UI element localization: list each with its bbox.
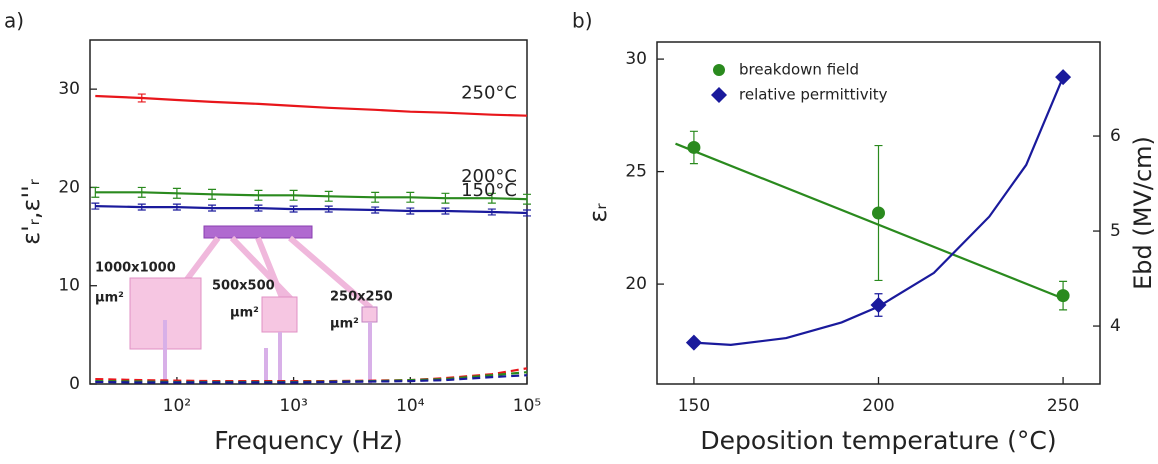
legend-label: relative permittivity (739, 86, 888, 104)
connector (182, 235, 373, 311)
y-tick-label: 20 (625, 274, 647, 294)
line (675, 142, 1064, 300)
x-tick-label: 10² (163, 396, 191, 416)
error-bar (254, 204, 263, 212)
line (95, 191, 528, 201)
y2-tick-label: 5 (1110, 221, 1121, 241)
legend-marker (711, 87, 727, 103)
y2-axis-title: Ebd (MV/cm) (1129, 136, 1157, 290)
y-tick-label: 25 (625, 162, 647, 182)
x-axis-title: Deposition temperature (°C) (700, 426, 1056, 455)
inset-illustration (129, 225, 378, 384)
error-bar (371, 206, 380, 214)
y-tick-label: 20 (58, 177, 80, 197)
error-bar (172, 203, 181, 211)
error-bar (487, 208, 496, 216)
error-bar (406, 207, 415, 215)
marker (1056, 289, 1070, 303)
annotation: 250x250 (330, 290, 393, 305)
line (95, 205, 528, 215)
annotation: μm² (95, 291, 124, 306)
probe-line (163, 320, 372, 384)
legend-marker (713, 64, 725, 76)
y-axis-title: εᵣ (584, 203, 612, 223)
series-label: 250°C (461, 83, 517, 104)
error-bar (254, 189, 263, 201)
error-bar (208, 204, 217, 212)
x-tick-label: 200 (862, 396, 894, 416)
annotation: μm² (230, 306, 259, 321)
error-bar (172, 187, 181, 199)
pad-small (361, 306, 378, 323)
x-tick-label: 10⁴ (396, 396, 425, 416)
error-bar (487, 192, 496, 204)
error-bar (208, 188, 217, 200)
series-label: 200°C (461, 166, 517, 187)
panel-label: a) (4, 9, 24, 33)
error-bar (289, 189, 298, 201)
error-bar (324, 190, 333, 202)
y-tick-label: 30 (625, 49, 647, 69)
error-bar (324, 205, 333, 213)
series-label: 150°C (461, 180, 517, 201)
error-bar (91, 186, 100, 198)
error-bar (137, 186, 146, 198)
marker (870, 297, 887, 314)
annotation: 1000x1000 (95, 261, 176, 276)
error-bar (289, 205, 298, 213)
legend-label: breakdown field (739, 61, 859, 79)
annotation: μm² (330, 317, 359, 332)
error-bar (441, 207, 450, 215)
pad-medium (261, 296, 298, 333)
y-tick-label: 0 (69, 374, 80, 394)
error-bar (91, 202, 100, 210)
y-axis-title: ε'ᵣ,ε''ᵣ (17, 178, 45, 245)
x-tick-label: 10³ (279, 396, 307, 416)
error-bar (523, 193, 531, 205)
pad-strip (203, 225, 313, 239)
error-bar (441, 192, 450, 204)
y-tick-label: 30 (58, 79, 80, 99)
y-tick-label: 10 (58, 276, 80, 296)
marker (872, 206, 885, 220)
line (95, 94, 528, 117)
panel-label: b) (572, 9, 593, 33)
error-bar (406, 191, 415, 203)
dashed-line (95, 374, 528, 384)
error-bar (523, 209, 531, 217)
error-bar (137, 93, 146, 103)
error-bar (137, 203, 146, 211)
x-tick-label: 10⁵ (513, 396, 541, 416)
y2-tick-label: 6 (1110, 126, 1121, 146)
annotation: 500x500 (212, 279, 275, 294)
x-axis-title: Frequency (Hz) (214, 426, 403, 455)
line (693, 76, 1065, 347)
error-bar (371, 191, 380, 203)
x-tick-label: 150 (678, 396, 710, 416)
x-tick-label: 250 (1047, 396, 1079, 416)
y2-tick-label: 4 (1110, 316, 1121, 336)
